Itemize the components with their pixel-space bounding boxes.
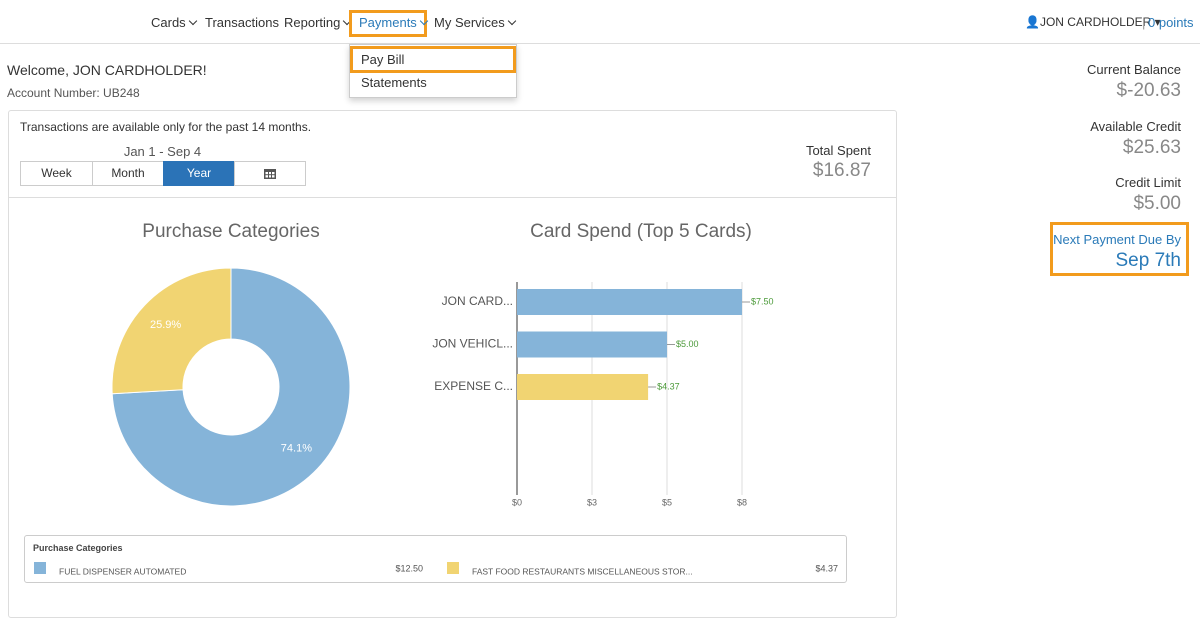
total-value: $16.87: [812, 160, 871, 181]
user-menu[interactable]: 👤JON CARDHOLDER ▾: [1025, 15, 1161, 29]
calendar-button[interactable]: [234, 161, 306, 186]
calendar-icon: [264, 169, 276, 179]
summary-label: Next Payment Due By: [1053, 232, 1181, 247]
menu-item[interactable]: Statements: [361, 75, 427, 90]
nav-item[interactable]: Transactions: [205, 15, 279, 30]
summary-label: Available Credit: [1090, 119, 1181, 134]
highlight-box: [349, 10, 427, 37]
separator: |: [1142, 15, 1146, 30]
summary-value: $25.63: [1122, 137, 1181, 158]
date-range: Jan 1 - Sep 4: [123, 144, 202, 159]
summary-label: Credit Limit: [1115, 175, 1181, 190]
account-number: Account Number: UB248: [7, 86, 140, 100]
highlight-box: [350, 46, 516, 73]
transactions-card: [8, 110, 897, 618]
period-button[interactable]: Year: [163, 161, 235, 186]
legend-title: Purchase Categories: [33, 543, 123, 553]
menu-item[interactable]: Pay Bill: [361, 52, 405, 67]
summary-value: $-20.63: [1116, 80, 1181, 101]
notice: Transactions are available only for the …: [20, 120, 312, 134]
points-link[interactable]: 0 points: [1148, 15, 1194, 30]
top-nav: Cards Transactions Reporting Payments My…: [0, 0, 1200, 44]
summary-value: Sep 7th: [1115, 250, 1182, 271]
highlight-box: [1050, 222, 1189, 276]
legend-box: [24, 535, 847, 583]
welcome: Welcome, JON CARDHOLDER!: [7, 62, 207, 78]
nav-item[interactable]: Cards: [151, 15, 197, 30]
dropdown-menu: Pay Bill Statements: [349, 44, 517, 98]
summary-label: Current Balance: [1087, 62, 1181, 77]
total-label: Total Spent: [805, 143, 871, 158]
nav-item[interactable]: My Services: [434, 15, 517, 30]
nav-item[interactable]: Reporting: [284, 15, 352, 30]
period-button[interactable]: Week: [20, 161, 93, 186]
divider: [9, 197, 896, 198]
summary-value: $5.00: [1133, 193, 1181, 214]
nav-item[interactable]: Payments: [359, 15, 429, 30]
period-button[interactable]: Month: [92, 161, 164, 186]
